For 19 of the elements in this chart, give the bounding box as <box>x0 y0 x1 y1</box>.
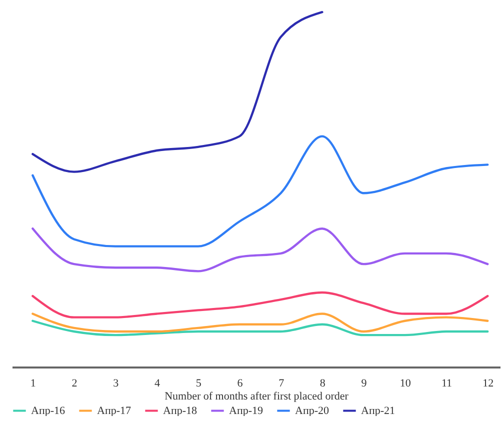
legend-label: Апр-16 <box>31 404 66 417</box>
x-tick-label: 7 <box>278 378 285 390</box>
x-tick-label: 1 <box>30 378 36 390</box>
legend-label: Апр-21 <box>361 404 395 417</box>
x-tick-label: 8 <box>320 378 326 390</box>
x-tick-label: 9 <box>361 378 368 390</box>
legend-label: Апр-18 <box>163 404 198 417</box>
legend-label: Апр-19 <box>229 404 264 417</box>
legend-label: Апр-17 <box>97 404 132 417</box>
x-tick-label: 6 <box>237 378 244 390</box>
x-tick-label: 2 <box>72 378 78 390</box>
x-tick-label: 10 <box>400 378 412 390</box>
x-tick-label: 4 <box>154 378 160 390</box>
x-axis-title: Number of months after first placed order <box>164 390 349 402</box>
x-tick-label: 12 <box>482 378 494 390</box>
x-tick-label: 5 <box>196 378 202 390</box>
x-tick-label: 3 <box>113 378 120 390</box>
legend-label: Апр-20 <box>295 404 330 417</box>
x-tick-label: 11 <box>441 378 452 390</box>
